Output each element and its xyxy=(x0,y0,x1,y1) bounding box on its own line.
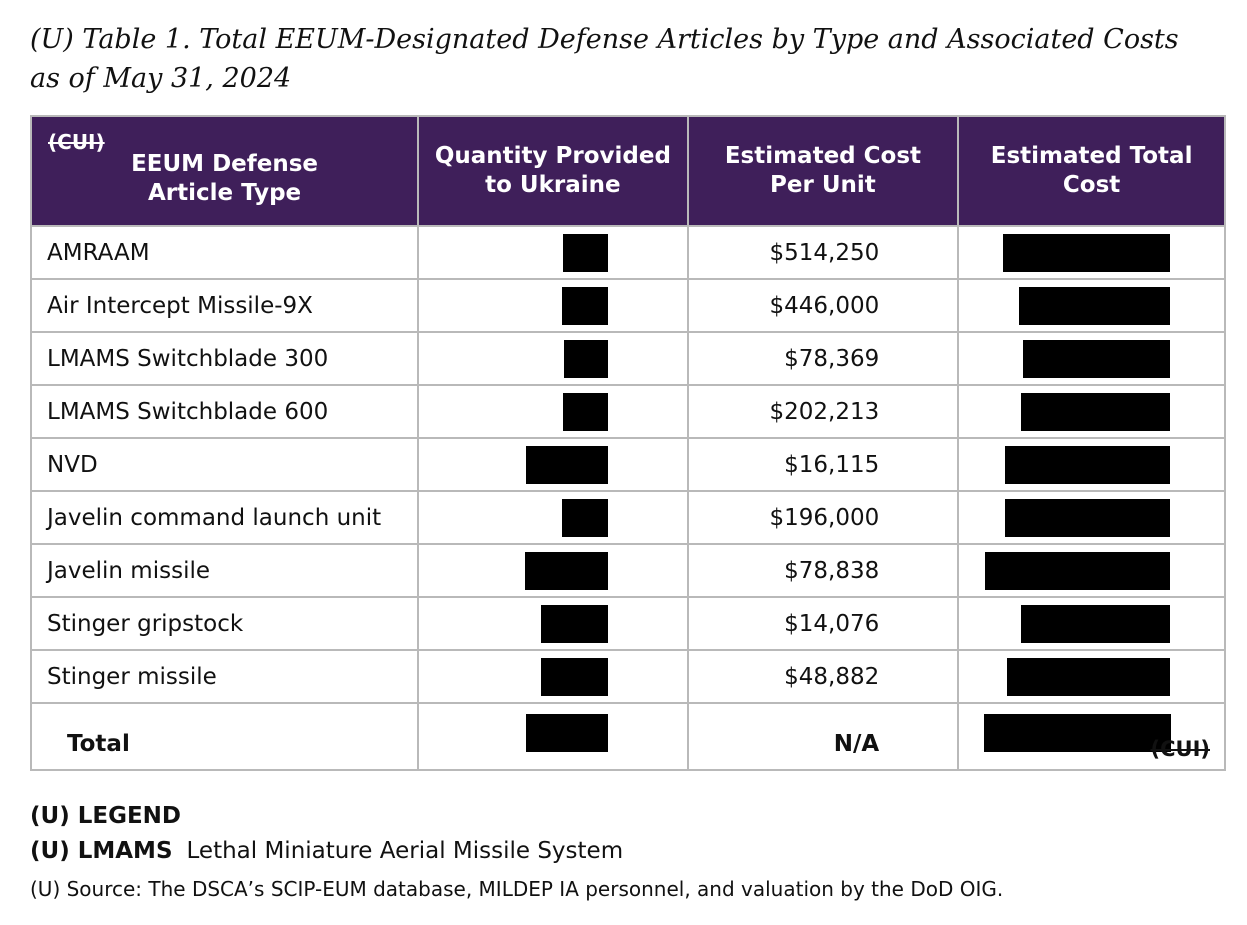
header-article-type-line1: EEUM Defense xyxy=(131,151,319,177)
redaction-block xyxy=(541,604,609,643)
total-cost-cell xyxy=(957,490,1226,545)
redaction-block xyxy=(1003,233,1171,272)
table-body: AMRAAM $514,250 Air Intercept Missile-9X… xyxy=(29,225,1226,771)
table-caption-line1: (U) Table 1. Total EEUM-Designated Defen… xyxy=(30,24,1179,55)
cost-per-unit-cell: $16,115 xyxy=(686,437,960,492)
total-cost-cell xyxy=(957,649,1226,704)
grand-total-cost-cell: (CUI) xyxy=(957,702,1226,771)
quantity-cell xyxy=(417,543,689,598)
total-cost-per-unit-cell: N/A xyxy=(686,702,960,771)
cost-per-unit-cell: $514,250 xyxy=(686,225,960,280)
header-cost-per-unit: Estimated Cost Per Unit xyxy=(686,115,960,227)
total-cost-cell xyxy=(957,543,1226,598)
redaction-block xyxy=(525,551,609,590)
article-type-cell: NVD xyxy=(29,437,420,492)
table-row: Javelin command launch unit $196,000 xyxy=(29,490,1226,545)
redaction-block xyxy=(526,714,609,752)
redaction-block xyxy=(984,714,1172,752)
article-type-cell: Stinger missile xyxy=(29,649,420,704)
redaction-block xyxy=(1023,339,1171,378)
cost-per-unit-cell: $196,000 xyxy=(686,490,960,545)
cost-per-unit-cell: $78,369 xyxy=(686,331,960,386)
redaction-block xyxy=(562,498,609,537)
cost-per-unit-cell: $202,213 xyxy=(686,384,960,439)
article-type-cell: AMRAAM xyxy=(29,225,420,280)
cost-per-unit-cell: $48,882 xyxy=(686,649,960,704)
table-row: AMRAAM $514,250 xyxy=(29,225,1226,280)
cost-per-unit-cell: $446,000 xyxy=(686,278,960,333)
header-quantity-line2: to Ukraine xyxy=(485,172,621,198)
table-row: Javelin missile $78,838 xyxy=(29,543,1226,598)
table-header: (CUI) EEUM Defense Article Type Quantity… xyxy=(29,115,1226,227)
table-row: NVD $16,115 xyxy=(29,437,1226,492)
total-cost-cell xyxy=(957,437,1226,492)
redaction-block xyxy=(526,445,609,484)
header-total-cost: Estimated Total Cost xyxy=(957,115,1226,227)
header-quantity: Quantity Provided to Ukraine xyxy=(417,115,689,227)
legend-heading: (U) LEGEND xyxy=(30,803,182,829)
article-type-cell: LMAMS Switchblade 600 xyxy=(29,384,420,439)
table-caption-line2: as of May 31, 2024 xyxy=(30,63,292,94)
total-cost-cell xyxy=(957,225,1226,280)
article-type-cell: Stinger gripstock xyxy=(29,596,420,651)
quantity-cell xyxy=(417,596,689,651)
redaction-block xyxy=(563,392,609,431)
header-total-cost-line2: Cost xyxy=(1062,172,1121,198)
cost-per-unit-cell: $78,838 xyxy=(686,543,960,598)
table-row: Stinger gripstock $14,076 xyxy=(29,596,1226,651)
header-article-type: (CUI) EEUM Defense Article Type xyxy=(29,115,420,227)
cui-marking-bottom: (CUI) xyxy=(1150,737,1210,761)
source-note: (U) Source: The DSCA’s SCIP-EUM database… xyxy=(30,877,1004,901)
legend-definition: Lethal Miniature Aerial Missile System xyxy=(186,838,624,864)
redaction-block xyxy=(1007,657,1171,696)
cui-marking-top: (CUI) xyxy=(48,130,105,154)
header-cost-per-unit-line1: Estimated Cost xyxy=(724,143,922,169)
article-type-cell: LMAMS Switchblade 300 xyxy=(29,331,420,386)
header-row: (CUI) EEUM Defense Article Type Quantity… xyxy=(29,115,1226,227)
redaction-block xyxy=(562,286,609,325)
total-cost-cell xyxy=(957,278,1226,333)
legend-entry: (U) LMAMS Lethal Miniature Aerial Missile… xyxy=(30,832,1220,870)
header-total-cost-line1: Estimated Total xyxy=(990,143,1193,169)
redaction-block xyxy=(564,339,609,378)
article-type-cell: Javelin missile xyxy=(29,543,420,598)
redaction-block xyxy=(985,551,1171,590)
quantity-cell xyxy=(417,490,689,545)
table-row: Air Intercept Missile-9X $446,000 xyxy=(29,278,1226,333)
header-cost-per-unit-line2: Per Unit xyxy=(770,172,876,198)
header-article-type-text: EEUM Defense Article Type xyxy=(32,134,417,208)
redaction-block xyxy=(1019,286,1171,325)
redaction-block xyxy=(541,657,609,696)
table-row: LMAMS Switchblade 300 $78,369 xyxy=(29,331,1226,386)
article-type-cell: Javelin command launch unit xyxy=(29,490,420,545)
table-caption: (U) Table 1. Total EEUM-Designated Defen… xyxy=(30,20,1220,98)
total-quantity-cell xyxy=(417,702,689,771)
total-label-cell: Total xyxy=(29,702,420,771)
legend: (U) LEGEND (U) LMAMS Lethal Miniature Aer… xyxy=(30,800,1220,908)
quantity-cell xyxy=(417,437,689,492)
redaction-block xyxy=(1021,392,1171,431)
redaction-block xyxy=(1021,604,1171,643)
total-cost-cell xyxy=(957,384,1226,439)
article-type-cell: Air Intercept Missile-9X xyxy=(29,278,420,333)
quantity-cell xyxy=(417,649,689,704)
table-row: Stinger missile $48,882 xyxy=(29,649,1226,704)
total-cost-cell xyxy=(957,331,1226,386)
cost-per-unit-cell: $14,076 xyxy=(686,596,960,651)
quantity-cell xyxy=(417,278,689,333)
header-article-type-line2: Article Type xyxy=(147,180,302,206)
redaction-block xyxy=(1005,498,1171,537)
header-quantity-line1: Quantity Provided xyxy=(434,143,671,169)
legend-term: (U) LMAMS xyxy=(30,838,173,864)
quantity-cell xyxy=(417,384,689,439)
eeum-articles-table: (CUI) EEUM Defense Article Type Quantity… xyxy=(29,115,1226,771)
table-row: LMAMS Switchblade 600 $202,213 xyxy=(29,384,1226,439)
redaction-block xyxy=(1005,445,1171,484)
quantity-cell xyxy=(417,225,689,280)
total-row: Total N/A (CUI) xyxy=(29,702,1226,771)
redaction-block xyxy=(563,233,609,272)
quantity-cell xyxy=(417,331,689,386)
total-cost-cell xyxy=(957,596,1226,651)
